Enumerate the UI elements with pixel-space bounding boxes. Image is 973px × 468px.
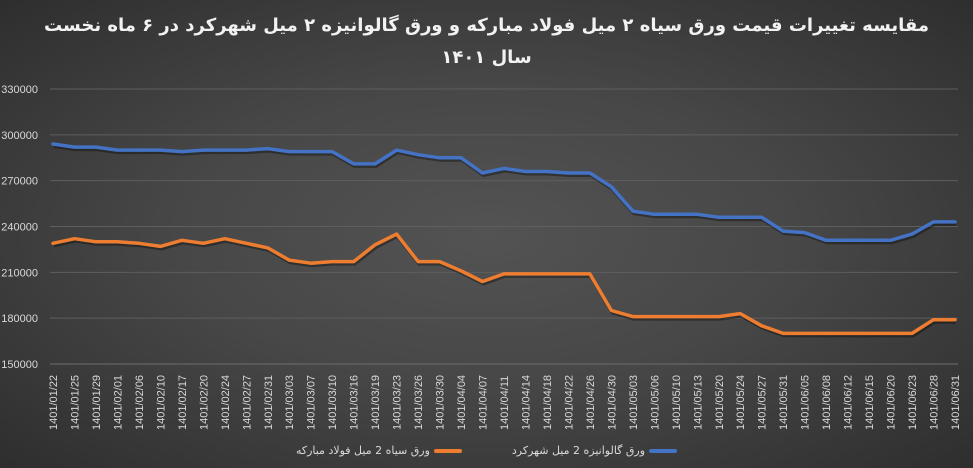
x-tick-label: 1401/05/24: [735, 375, 747, 430]
y-tick-label: 180000: [1, 313, 38, 325]
x-tick-label: 1401/06/08: [821, 375, 833, 430]
x-tick-label: 1401/05/27: [757, 375, 769, 430]
x-tick-label: 1401/05/20: [714, 375, 726, 430]
x-tick-label: 1401/05/10: [671, 375, 683, 430]
x-tick-label: 1401/06/05: [800, 375, 812, 430]
series-line-black-sheet: [51, 232, 957, 336]
x-tick-label: 1401/02/27: [241, 375, 253, 430]
x-tick-label: 1401/03/30: [435, 375, 447, 430]
x-tick-label: 1401/04/30: [606, 375, 618, 430]
legend-item-black-sheet: ورق سیاه 2 میل فولاد مبارکه: [296, 444, 462, 457]
x-tick-label: 1401/06/28: [929, 375, 941, 430]
legend-swatch-blue: [649, 448, 678, 453]
x-tick-label: 1401/06/12: [843, 375, 855, 430]
x-tick-label: 1401/03/23: [392, 375, 404, 430]
x-tick-label: 1401/06/31: [950, 375, 962, 430]
x-tick-label: 1401/05/03: [628, 375, 640, 430]
y-tick-label: 240000: [1, 222, 38, 234]
legend-label-black-sheet: ورق سیاه 2 میل فولاد مبارکه: [295, 444, 430, 457]
x-tick-label: 1401/02/17: [177, 375, 189, 430]
x-tick-label: 1401/02/01: [112, 375, 124, 430]
series-line-galvanized: [51, 142, 957, 243]
x-tick-label: 1401/03/16: [349, 375, 361, 430]
y-tick-label: 210000: [1, 267, 38, 279]
x-tick-label: 1401/04/26: [585, 375, 597, 430]
x-tick-label: 1401/01/22: [48, 375, 60, 430]
x-tick-label: 1401/03/26: [413, 375, 425, 430]
x-tick-label: 1401/04/14: [520, 375, 532, 430]
x-tick-label: 1401/02/10: [155, 375, 167, 430]
x-tick-label: 1401/04/04: [456, 375, 468, 430]
legend-item-galvanized: ورق گالوانیزه 2 میل شهرکرد: [511, 444, 678, 457]
x-tick-label: 1401/02/31: [263, 375, 275, 430]
chart-title-line-2: سال ۱۴۰۱: [441, 47, 532, 68]
y-tick-label: 270000: [1, 176, 38, 188]
x-tick-label: 1401/06/23: [907, 375, 919, 430]
x-tick-label: 1401/03/03: [284, 375, 296, 430]
x-tick-label: 1401/04/07: [478, 375, 490, 430]
x-tick-label: 1401/04/22: [563, 375, 575, 430]
x-tick-label: 1401/03/10: [327, 375, 339, 430]
chart-title-line-1: مقایسه تغییرات قیمت ورق سیاه ۲ میل فولاد…: [43, 15, 930, 36]
x-tick-label: 1401/03/07: [306, 375, 318, 430]
x-tick-label: 1401/01/29: [91, 375, 103, 430]
chart-title: مقایسه تغییرات قیمت ورق سیاه ۲ میل فولاد…: [0, 10, 973, 74]
y-tick-label: 300000: [1, 130, 38, 142]
x-tick-label: 1401/04/11: [499, 376, 511, 430]
legend: ورق گالوانیزه 2 میل شهرکرد ورق سیاه 2 می…: [0, 444, 973, 457]
y-tick-label: 150000: [1, 359, 38, 371]
x-tick-label: 1401/06/15: [864, 375, 876, 430]
x-tick-label: 1401/02/20: [198, 375, 210, 430]
x-tick-label: 1401/05/13: [692, 375, 704, 430]
x-tick-label: 1401/05/31: [778, 375, 790, 430]
y-tick-label: 330000: [1, 84, 38, 96]
legend-label-galvanized: ورق گالوانیزه 2 میل شهرکرد: [511, 444, 646, 457]
x-tick-label: 1401/03/19: [370, 375, 382, 430]
x-tick-label: 1401/05/06: [649, 375, 661, 430]
x-tick-label: 1401/02/06: [134, 375, 146, 430]
x-tick-label: 1401/02/24: [220, 375, 232, 430]
x-tick-label: 1401/01/25: [69, 375, 81, 430]
x-tick-label: 1401/06/20: [886, 375, 898, 430]
x-tick-label: 1401/04/18: [542, 375, 554, 430]
legend-swatch-orange: [433, 448, 462, 453]
